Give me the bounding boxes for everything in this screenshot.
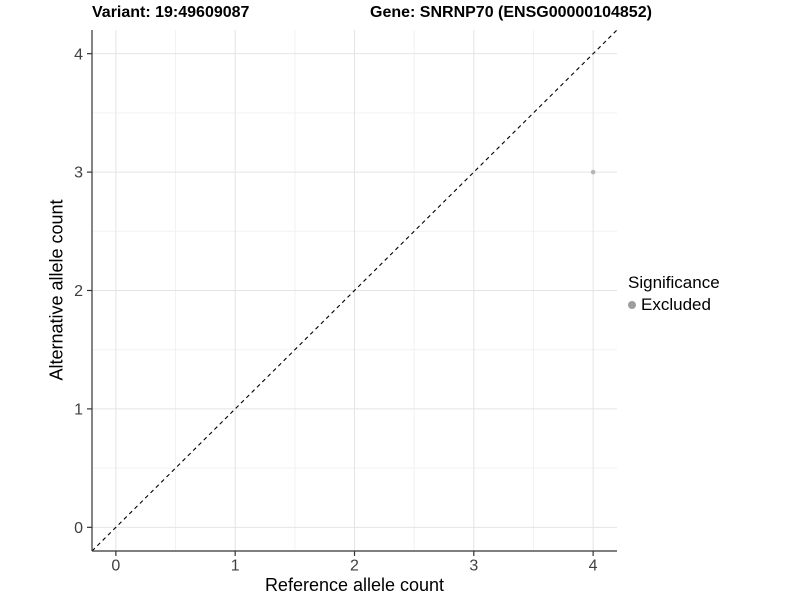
legend-key-dot <box>628 300 636 309</box>
plot-title-variant: Variant: 19:49609087 <box>92 4 250 21</box>
x-axis-title: Reference allele count <box>264 575 445 595</box>
data-point <box>590 169 596 175</box>
legend-item-excluded: Excluded <box>628 295 720 314</box>
y-tick-label: 3 <box>74 165 83 182</box>
identity-dashed-line <box>91 29 618 552</box>
x-tick-label: 4 <box>589 557 598 574</box>
plot-title-gene: Gene: SNRNP70 (ENSG00000104852) <box>370 4 652 21</box>
y-tick-label: 0 <box>74 520 83 537</box>
legend-item-label: Excluded <box>641 295 711 314</box>
y-axis-title: Alternative allele count <box>46 199 67 381</box>
x-tick-label: 3 <box>469 557 478 574</box>
legend: Significance Excluded <box>628 273 720 314</box>
x-tick-label: 1 <box>231 557 240 574</box>
y-tick-label: 2 <box>74 283 83 300</box>
y-tick-label: 1 <box>74 402 83 419</box>
y-tick-label: 4 <box>74 46 83 63</box>
x-tick-label: 2 <box>350 557 359 574</box>
x-tick-label: 0 <box>111 557 120 574</box>
legend-title: Significance <box>628 273 720 292</box>
